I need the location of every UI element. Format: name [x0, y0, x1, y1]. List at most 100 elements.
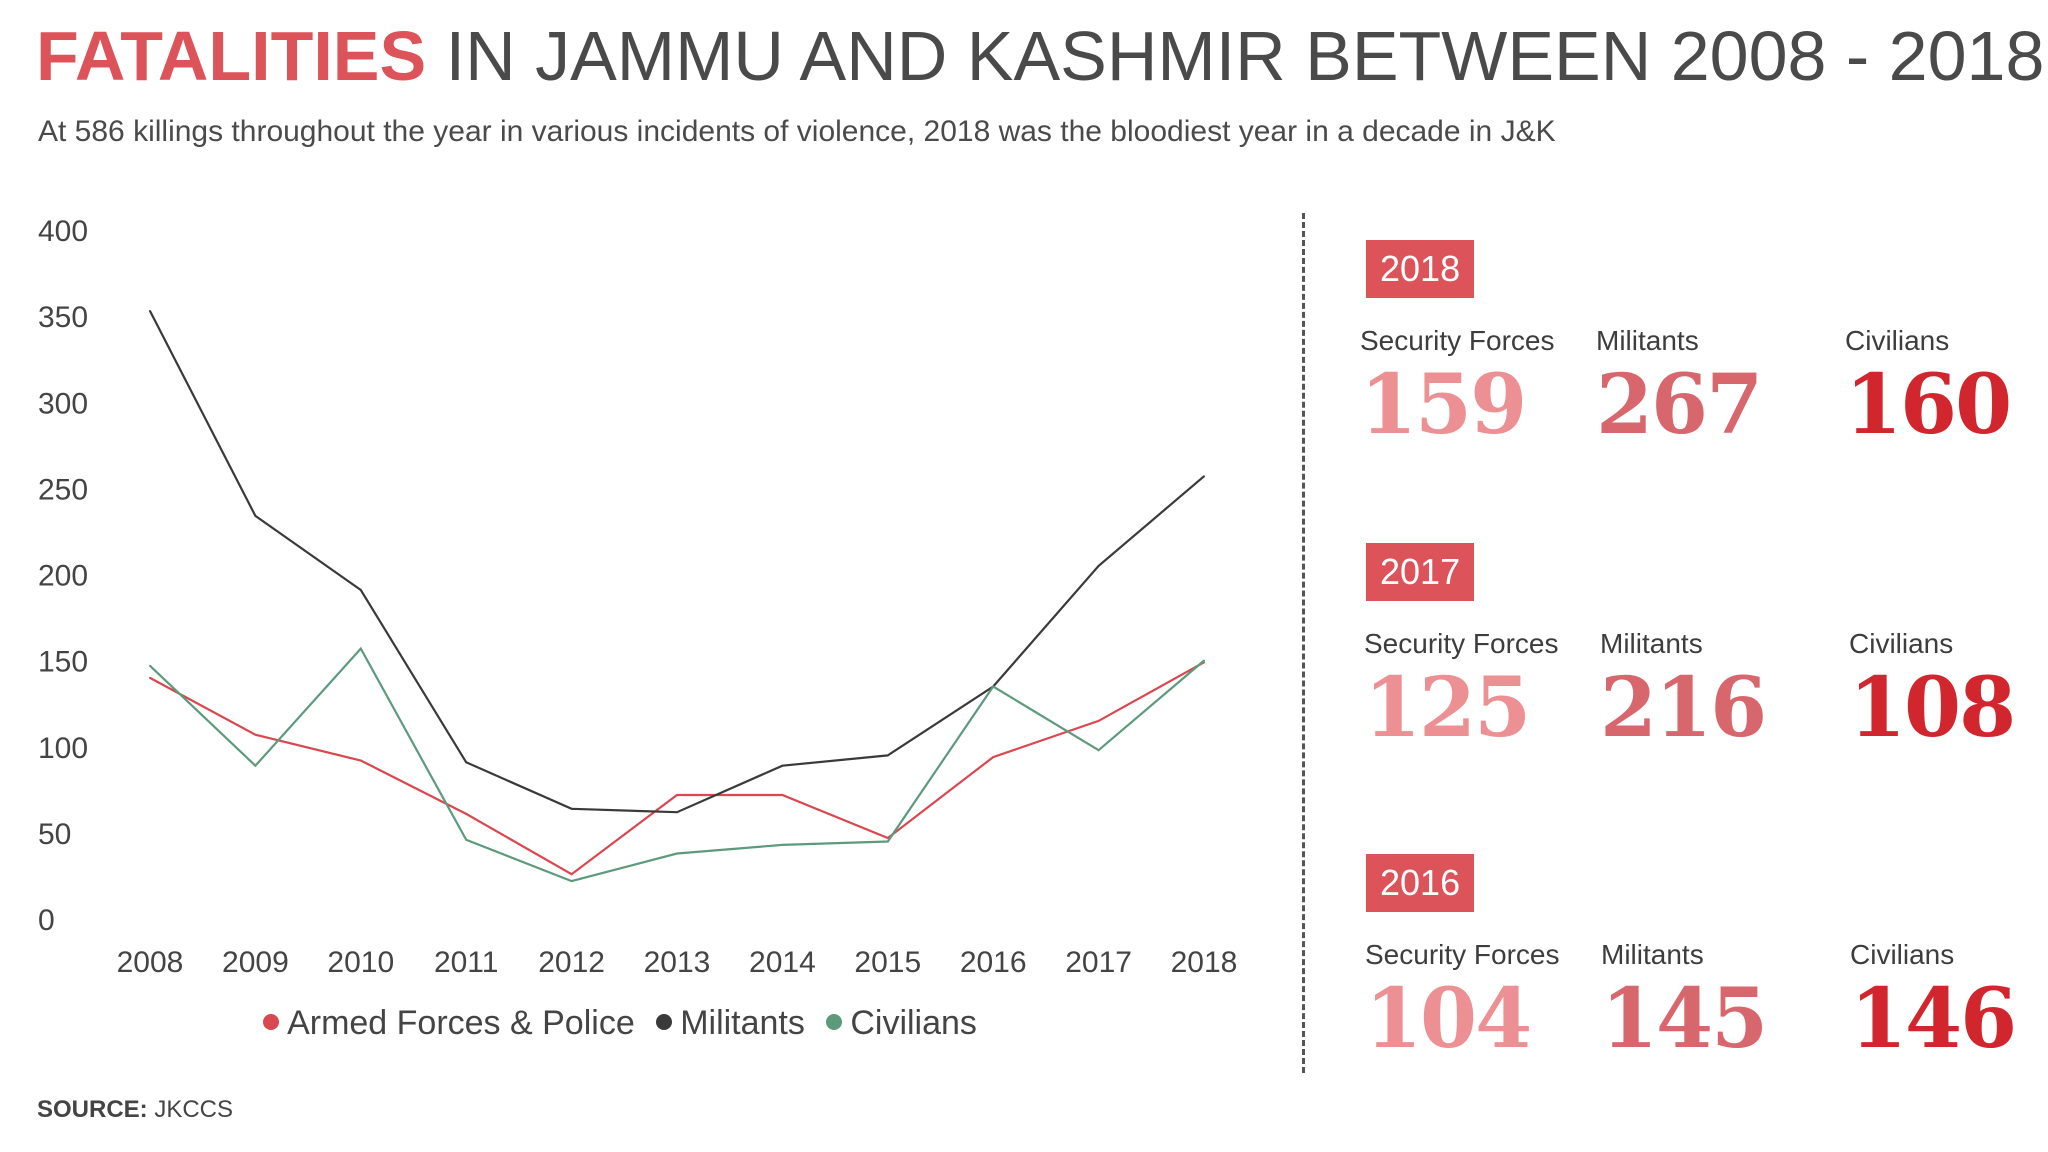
- data-point: [254, 764, 257, 767]
- x-tick-label: 2011: [434, 946, 499, 979]
- data-point: [676, 811, 678, 814]
- x-tick-label: 2016: [960, 946, 1027, 979]
- subtitle: At 586 killings throughout the year in v…: [38, 115, 1556, 148]
- data-point: [359, 759, 362, 762]
- y-tick-label: 350: [38, 301, 88, 334]
- data-point: [254, 733, 257, 736]
- legend-item-civilians: Civilians: [826, 1004, 977, 1043]
- stat-label: Security Forces: [1364, 628, 1559, 659]
- panel-divider: [1302, 213, 1305, 1073]
- legend-label: Armed Forces & Police: [287, 1004, 635, 1042]
- civilians-line: [149, 646, 1205, 883]
- chart-legend: Armed Forces & Police Militants Civilian…: [0, 1004, 1240, 1043]
- stat-label: Security Forces: [1360, 325, 1555, 356]
- stat-value: 104: [1365, 971, 1532, 1067]
- x-tick-label: 2008: [117, 946, 184, 979]
- source-value: JKCCS: [154, 1096, 234, 1123]
- data-point: [359, 647, 362, 650]
- page-title: FATALITIES IN JAMMU AND KASHMIR BETWEEN …: [36, 14, 2044, 98]
- stat-value: 160: [1845, 357, 2012, 453]
- data-point: [676, 852, 678, 855]
- data-point: [570, 807, 573, 810]
- armed-forces-line: [149, 661, 1205, 876]
- stat-label: Security Forces: [1365, 939, 1560, 970]
- data-point: [465, 812, 468, 815]
- y-tick-label: 100: [38, 732, 88, 765]
- data-point: [149, 676, 151, 679]
- y-tick-label: 0: [38, 904, 55, 937]
- y-tick-label: 250: [38, 473, 88, 506]
- militants-line: [149, 310, 1205, 814]
- y-tick-label: 300: [38, 387, 88, 420]
- data-point: [781, 764, 784, 767]
- stat-label: Militants: [1601, 939, 1704, 970]
- stat-civilians: Civilians 146: [1850, 938, 2017, 1067]
- data-point: [149, 309, 151, 312]
- data-point: [1097, 719, 1100, 722]
- x-tick-label: 2010: [327, 946, 394, 979]
- data-point: [254, 514, 257, 517]
- stat-value: 146: [1850, 971, 2017, 1067]
- data-point: [570, 873, 573, 876]
- year-badge: 2017: [1366, 543, 1475, 601]
- data-point: [149, 664, 151, 667]
- stat-value: 267: [1596, 357, 1763, 453]
- y-tick-label: 50: [38, 818, 71, 851]
- stat-militants: Militants 145: [1601, 938, 1768, 1067]
- source-label: SOURCE:: [37, 1096, 148, 1123]
- x-tick-label: 2018: [1171, 946, 1238, 979]
- data-point: [1097, 564, 1100, 567]
- legend-label: Civilians: [850, 1004, 977, 1042]
- data-point: [465, 838, 468, 841]
- stat-value: 216: [1600, 660, 1767, 756]
- year-badge: 2018: [1366, 240, 1475, 298]
- legend-item-militants: Militants: [656, 1004, 805, 1043]
- data-point: [1203, 475, 1205, 478]
- data-point: [992, 685, 995, 688]
- stat-label: Civilians: [1849, 628, 1954, 659]
- data-point: [1097, 749, 1100, 752]
- stat-label: Civilians: [1850, 939, 1955, 970]
- legend-dot-icon: [263, 1014, 280, 1031]
- stat-militants: Militants 267: [1596, 324, 1763, 453]
- stat-value: 159: [1360, 357, 1527, 453]
- legend-item-armed-forces: Armed Forces & Police: [263, 1004, 635, 1043]
- x-tick-label: 2014: [749, 946, 816, 979]
- stat-security-forces: Security Forces 104: [1365, 938, 1560, 1064]
- x-tick-label: 2017: [1065, 946, 1132, 979]
- data-point: [886, 840, 889, 843]
- data-point: [886, 837, 889, 840]
- x-tick-label: 2012: [538, 946, 605, 979]
- stat-label: Militants: [1596, 325, 1699, 356]
- y-tick-label: 150: [38, 646, 88, 679]
- y-tick-label: 200: [38, 560, 88, 593]
- stat-label: Civilians: [1845, 325, 1950, 356]
- data-point: [781, 843, 784, 846]
- data-point: [1203, 659, 1205, 662]
- series-lines: [149, 309, 1205, 883]
- data-point: [886, 754, 889, 757]
- stat-security-forces: Security Forces 159: [1360, 324, 1555, 450]
- stat-value: 145: [1601, 971, 1768, 1067]
- stat-label: Militants: [1600, 628, 1703, 659]
- stat-value: 108: [1849, 660, 2016, 756]
- title-accent: FATALITIES: [36, 17, 427, 95]
- data-point: [992, 756, 995, 759]
- line-chart: 0 50 100 150 200 250 300 350 400 2008 2009 2010 201…: [38, 215, 1238, 979]
- data-point: [676, 793, 678, 796]
- data-point: [465, 761, 468, 764]
- data-point: [781, 793, 784, 796]
- title-rest: IN JAMMU AND KASHMIR BETWEEN 2008 - 2018: [445, 17, 2045, 95]
- x-axis-ticks: 2008 2009 2010 2011 2012 2013 2014 2015 2016 2017…: [117, 946, 1238, 979]
- stat-value: 125: [1364, 660, 1531, 756]
- stat-civilians: Civilians 108: [1849, 627, 2016, 756]
- stat-security-forces: Security Forces 125: [1364, 627, 1559, 753]
- y-tick-label: 400: [38, 215, 88, 248]
- year-badge: 2016: [1366, 854, 1475, 912]
- stat-militants: Militants 216: [1600, 627, 1767, 756]
- legend-dot-icon: [656, 1014, 673, 1031]
- source-note: SOURCE: JKCCS: [37, 1096, 233, 1124]
- x-tick-label: 2013: [644, 946, 711, 979]
- y-axis-ticks: 0 50 100 150 200 250 300 350 400: [38, 215, 88, 937]
- x-tick-label: 2015: [854, 946, 921, 979]
